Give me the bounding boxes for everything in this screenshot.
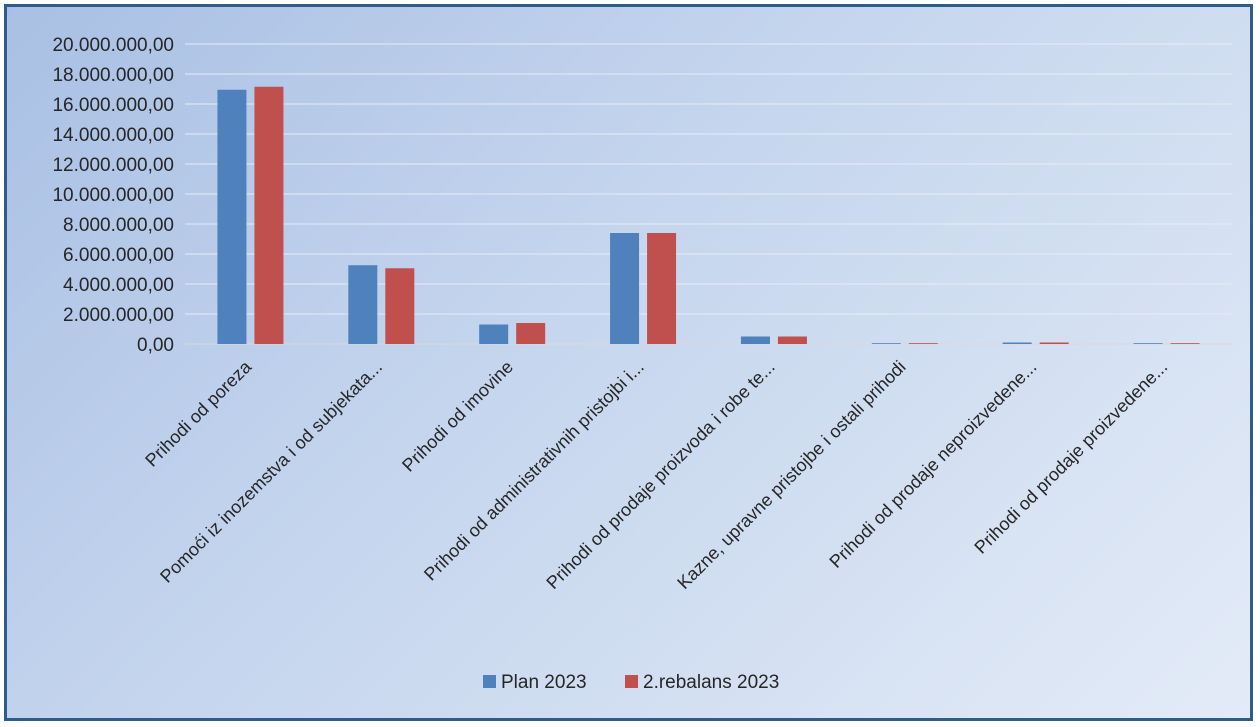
bar [348,265,378,344]
x-category-label: Pomoći iz inozemstva i od subjekata... [156,357,386,587]
legend: Plan 2023 2.rebalans 2023 [483,672,779,693]
x-category-label: Prihodi od prodaje proizvoda i robe te..… [542,357,778,593]
gridlines [185,43,1232,345]
x-category-label: Prihodi od poreza [141,356,256,471]
bar [647,233,677,344]
legend-swatch [625,675,638,688]
legend-swatch [483,675,496,688]
legend-label: 2.rebalans 2023 [643,672,779,693]
bar [1039,342,1069,344]
bar [1133,343,1163,344]
bar [479,324,509,344]
y-tick-label: 8.000.000,00 [63,215,174,236]
bar [385,268,415,344]
y-tick-label: 16.000.000,00 [52,95,174,116]
y-tick-label: 18.000.000,00 [52,65,174,86]
legend-label: Plan 2023 [501,672,587,693]
bars [217,86,1200,344]
bar [871,343,901,344]
y-axis-tick-labels: 0,00 2.000.000,00 4.000.000,00 6.000.000,00… [52,35,174,356]
chart-frame: 0,00 2.000.000,00 4.000.000,00 6.000.000,00… [4,4,1253,721]
bar [1170,343,1200,344]
y-tick-label: 2.000.000,00 [63,305,174,326]
bar [516,323,546,344]
bar [254,86,284,344]
bar [740,336,770,344]
x-category-label: Prihodi od prodaje neproizvedene... [825,357,1040,572]
y-tick-label: 12.000.000,00 [52,155,174,176]
bar [908,343,938,344]
bar [1002,342,1032,344]
bar [217,89,247,344]
y-tick-label: 6.000.000,00 [63,245,174,266]
bar [610,233,640,344]
y-tick-label: 10.000.000,00 [52,185,174,206]
y-tick-label: 4.000.000,00 [63,275,174,296]
y-tick-label: 0,00 [137,335,174,356]
bar [777,336,807,344]
y-tick-label: 20.000.000,00 [52,35,174,56]
x-category-label: Prihodi od administrativnih pristojbi i.… [420,357,648,585]
bar-chart: 0,00 2.000.000,00 4.000.000,00 6.000.000,00… [52,35,1232,693]
x-category-label: Kazne, upravne pristojbe i ostali prihod… [673,357,909,593]
x-category-label: Prihodi od imovine [398,357,517,476]
y-tick-label: 14.000.000,00 [52,125,174,146]
